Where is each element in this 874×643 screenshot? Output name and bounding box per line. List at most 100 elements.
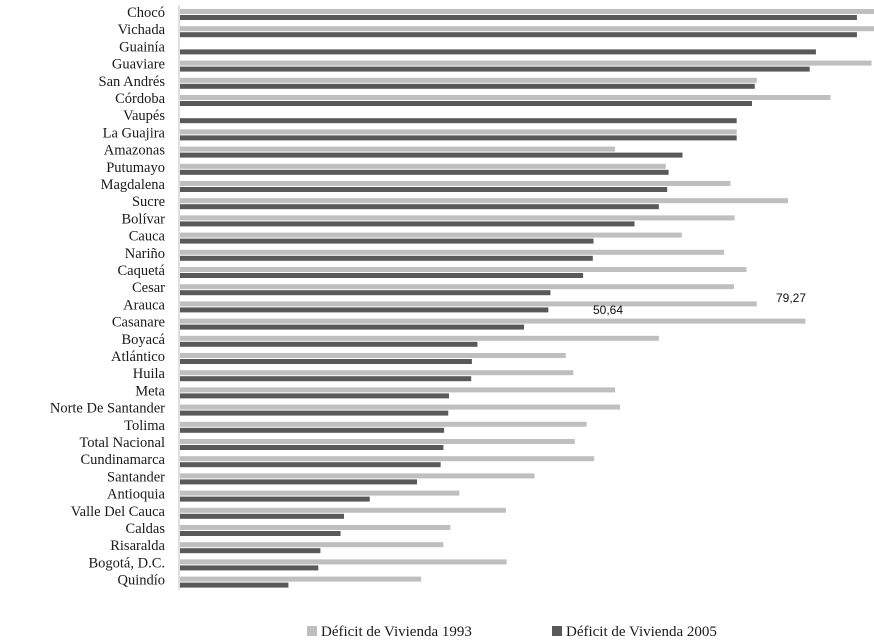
category-label: Caquetá [117, 263, 165, 279]
bar-2005 [180, 32, 857, 38]
bar-1993 [180, 198, 789, 204]
category-label: La Guajira [103, 125, 166, 141]
bar-2005 [180, 376, 472, 382]
bar-1993 [180, 318, 806, 324]
bar-1993 [180, 215, 735, 221]
bar-2005 [180, 410, 449, 416]
category-label: Guaviare [112, 57, 165, 73]
bar-1993 [180, 284, 734, 290]
bar-2005 [180, 496, 370, 502]
category-label: Huila [133, 366, 166, 382]
annotation-50-64: 50,64 [593, 303, 623, 317]
bar-2005 [180, 221, 635, 227]
category-label: Guainía [119, 39, 165, 55]
category-label: Norte De Santander [50, 401, 165, 417]
bar-1993 [180, 335, 659, 341]
category-label: Córdoba [115, 91, 166, 107]
bar-1993 [180, 181, 731, 186]
category-label: Nariño [125, 246, 165, 262]
category-label: Bogotá, D.C. [88, 555, 165, 571]
bar-2005 [180, 531, 341, 536]
bar-2005 [180, 135, 737, 141]
category-label: Valle Del Cauca [71, 504, 166, 520]
category-label: Vaupés [123, 108, 165, 124]
bar-1993 [180, 507, 506, 513]
bar-2005 [180, 169, 669, 175]
category-label: Boyacá [122, 332, 166, 348]
bar-2005 [180, 479, 417, 485]
bar-2005 [180, 152, 683, 158]
bar-1993 [180, 301, 757, 307]
legend-swatch-2005 [552, 626, 562, 636]
bar-1993 [180, 576, 422, 582]
bar-2005 [180, 582, 289, 588]
category-label: Caldas [126, 521, 166, 537]
bar-2005 [180, 427, 445, 433]
legend: Déficit de Vivienda 1993 Déficit de Vivi… [307, 624, 717, 640]
category-label: Magdalena [101, 177, 166, 193]
bar-1993 [180, 439, 575, 444]
bar-2005 [180, 513, 345, 519]
bar-1993 [180, 267, 747, 272]
category-label: Vichada [118, 22, 166, 38]
bar-2005 [180, 565, 319, 571]
bar-2005 [180, 341, 478, 347]
bar-1993 [180, 559, 507, 565]
bar-2005 [180, 307, 549, 313]
bar-2005 [180, 324, 525, 330]
category-label: Tolima [124, 418, 165, 434]
bar-2005 [180, 359, 472, 364]
bar-2005 [180, 15, 857, 20]
bar-1993 [180, 95, 831, 100]
bar-1993 [180, 387, 616, 393]
category-label: Santander [107, 469, 165, 485]
bar-2005 [180, 290, 551, 296]
bar-1993 [180, 26, 874, 32]
bar-1993 [180, 525, 451, 530]
bar-1993 [180, 9, 874, 14]
category-label: Sucre [132, 194, 165, 210]
bar-1993 [180, 542, 444, 548]
bar-1993 [180, 129, 737, 135]
category-label: Quindío [117, 573, 165, 589]
legend-label-2005: Déficit de Vivienda 2005 [566, 624, 717, 640]
legend-label-1993: Déficit de Vivienda 1993 [321, 624, 472, 640]
category-label: Putumayo [106, 160, 165, 176]
bar-2005 [180, 393, 449, 399]
bar-2005 [180, 255, 593, 261]
category-label: Cundinamarca [80, 452, 165, 468]
bar-2005 [180, 83, 755, 89]
bar-2005 [180, 204, 659, 210]
bar-1993 [180, 77, 757, 83]
bar-2005 [180, 118, 737, 124]
bar-1993 [180, 421, 587, 427]
bar-2005 [180, 66, 810, 72]
category-label: Risaralda [110, 538, 165, 554]
category-label: Arauca [123, 297, 165, 313]
bar-2005 [180, 101, 752, 106]
bar-1993 [180, 353, 566, 358]
category-label: Chocó [127, 5, 165, 21]
bar-1993 [180, 490, 460, 496]
bar-2005 [180, 273, 584, 278]
bar-1993 [180, 473, 535, 479]
bar-2005 [180, 548, 321, 554]
category-label: Cauca [129, 229, 166, 245]
category-label: Meta [135, 383, 165, 399]
bar-1993 [180, 370, 574, 376]
bar-1993 [180, 60, 872, 66]
bar-2005 [180, 49, 816, 55]
category-label: Total Nacional [79, 435, 165, 451]
legend-swatch-1993 [307, 626, 317, 636]
bar-1993 [180, 232, 682, 238]
bar-1993 [180, 249, 725, 255]
bar-2005 [180, 238, 594, 244]
bar-2005 [180, 462, 441, 468]
category-label: San Andrés [99, 74, 166, 90]
annotation-79-27: 79,27 [776, 291, 806, 305]
category-label: Casanare [112, 315, 165, 331]
bar-1993 [180, 456, 595, 462]
category-label: Amazonas [104, 143, 166, 159]
